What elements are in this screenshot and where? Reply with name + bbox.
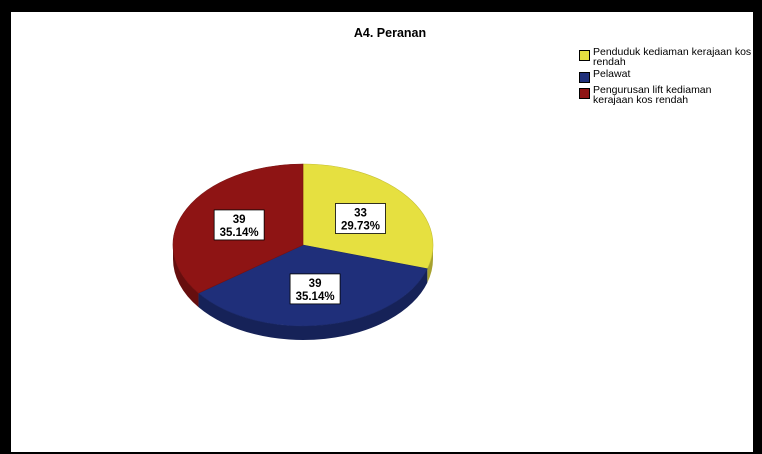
data-label-box-pelawat — [289, 273, 341, 305]
data-label-box-pengurusan — [213, 209, 265, 241]
pie-side-pengurusan — [173, 245, 199, 308]
data-label-percent-pelawat: 35.14% — [296, 291, 335, 303]
legend-item-pelawat: Pelawat — [579, 69, 754, 83]
legend-item-pengurusan: Pengurusan lift kediaman kerajaan kos re… — [579, 85, 754, 105]
chart-title: A4. Peranan — [353, 26, 427, 40]
legend-swatch-pelawat — [579, 72, 590, 83]
legend-label-pelawat: Pelawat — [593, 68, 631, 80]
data-label-percent-pengurusan: 35.14% — [220, 227, 259, 239]
data-label-percent-penduduk: 29.73% — [341, 221, 380, 233]
legend-swatch-penduduk — [579, 50, 590, 61]
data-label-count-pengurusan: 39 — [233, 214, 246, 226]
legend-item-penduduk: Penduduk kediaman kerajaan kos rendah — [579, 47, 754, 67]
pie-side-pelawat — [198, 268, 428, 340]
chart-legend: Penduduk kediaman kerajaan kos rendah Pe… — [579, 47, 754, 107]
data-label-box-penduduk — [335, 203, 386, 234]
data-label-count-pelawat: 39 — [309, 278, 322, 290]
legend-label-pengurusan: Pengurusan lift kediaman kerajaan kos re… — [593, 84, 712, 106]
legend-label-penduduk: Penduduk kediaman kerajaan kos rendah — [593, 46, 752, 68]
legend-swatch-pengurusan — [579, 88, 590, 99]
pie-side-penduduk — [427, 245, 433, 283]
data-label-count-penduduk: 33 — [354, 208, 367, 220]
